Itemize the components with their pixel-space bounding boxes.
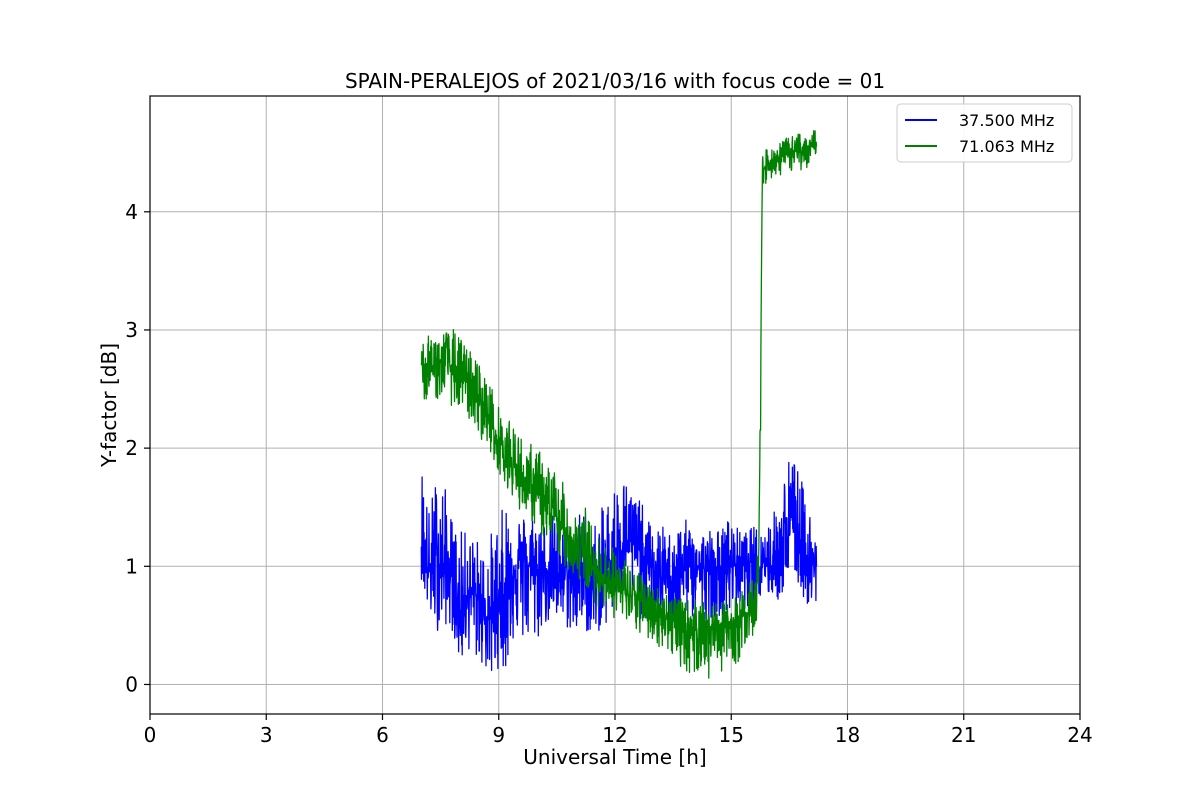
series-line — [420, 461, 818, 672]
y-axis-label: Y-factor [dB] — [97, 343, 121, 468]
series-line — [420, 130, 818, 679]
y-tick-label: 2 — [125, 436, 138, 460]
y-tick-label: 0 — [125, 672, 138, 696]
x-tick-label: 0 — [144, 723, 157, 747]
y-tick-label: 4 — [125, 200, 138, 224]
x-tick-label: 9 — [492, 723, 505, 747]
x-tick-label: 21 — [951, 723, 976, 747]
legend: 37.500 MHz 71.063 MHz — [896, 103, 1073, 163]
legend-entry: 37.500 MHz — [959, 111, 1054, 130]
x-axis-label: Universal Time [h] — [523, 745, 706, 769]
legend-box — [896, 103, 1073, 163]
x-tick-label: 18 — [835, 723, 860, 747]
x-tick-label: 6 — [376, 723, 389, 747]
x-tick-label: 3 — [260, 723, 273, 747]
chart-title: SPAIN-PERALEJOS of 2021/03/16 with focus… — [345, 69, 885, 93]
y-tick-label: 1 — [125, 554, 138, 578]
series-1 — [420, 130, 818, 679]
x-tick-label: 24 — [1067, 723, 1092, 747]
plot-series — [420, 130, 818, 679]
legend-entry: 71.063 MHz — [959, 137, 1054, 156]
x-tick-label: 12 — [602, 723, 627, 747]
y-tick-label: 3 — [125, 318, 138, 342]
x-tick-label: 15 — [719, 723, 744, 747]
series-0 — [420, 461, 818, 672]
